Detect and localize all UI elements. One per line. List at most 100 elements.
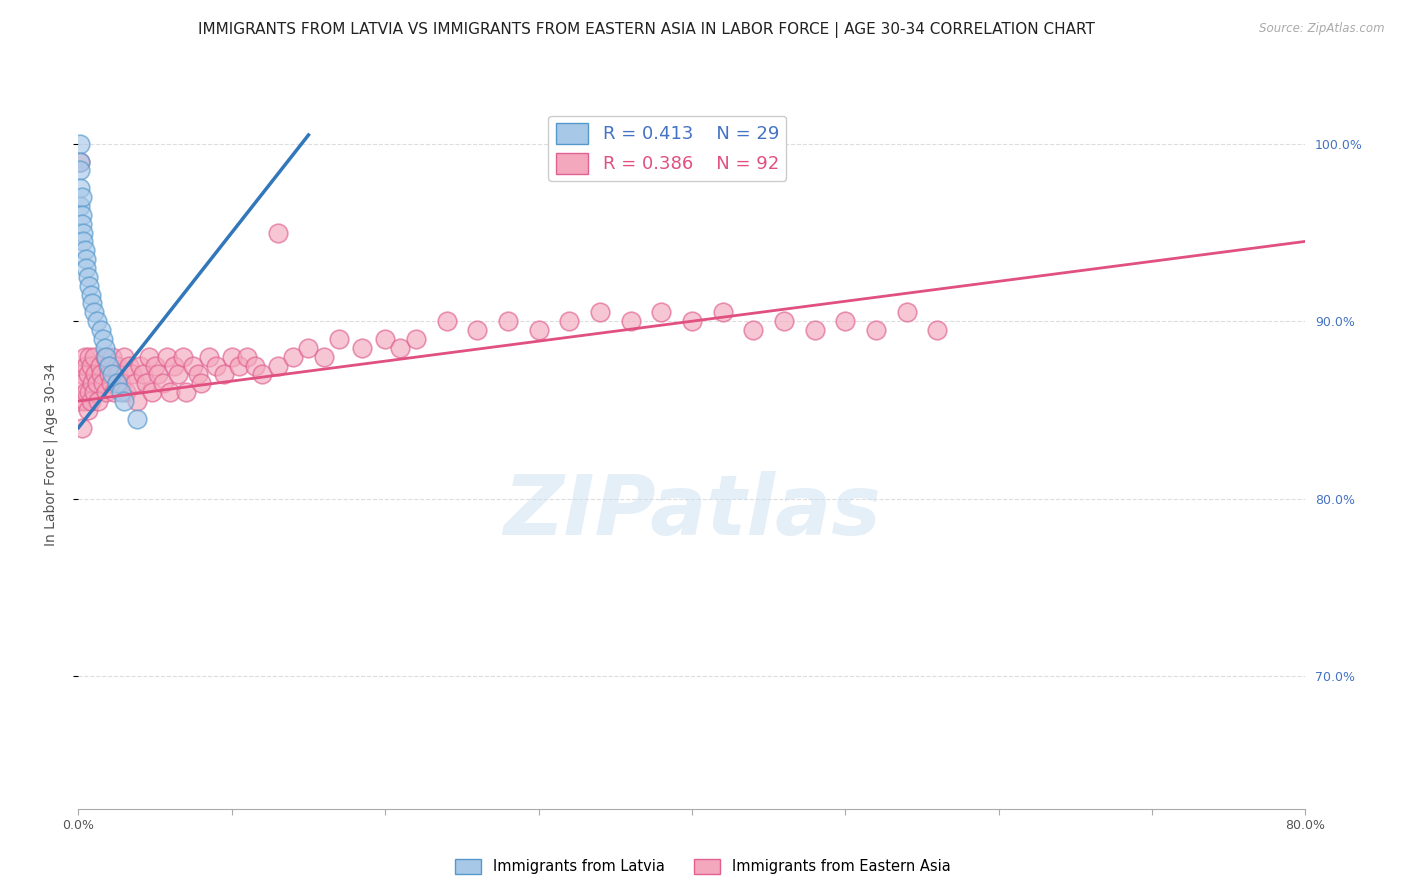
Point — [297, 341, 319, 355]
Point — [236, 350, 259, 364]
Point — [76, 269, 98, 284]
Point — [174, 385, 197, 400]
Point — [328, 332, 350, 346]
Point — [86, 376, 108, 391]
Point — [267, 359, 290, 373]
Point — [198, 350, 221, 364]
Point — [243, 359, 266, 373]
Point — [98, 359, 121, 373]
Point — [84, 368, 107, 382]
Point — [352, 341, 374, 355]
Point — [205, 359, 228, 373]
Point — [83, 385, 105, 400]
Point — [742, 323, 765, 337]
Legend: Immigrants from Latvia, Immigrants from Eastern Asia: Immigrants from Latvia, Immigrants from … — [450, 853, 956, 880]
Point — [135, 376, 157, 391]
Point — [69, 154, 91, 169]
Point — [69, 163, 91, 178]
Point — [711, 305, 734, 319]
Point — [97, 359, 120, 373]
Point — [93, 341, 115, 355]
Point — [896, 305, 918, 319]
Point — [77, 350, 100, 364]
Point — [75, 385, 97, 400]
Point — [69, 199, 91, 213]
Point — [77, 385, 100, 400]
Point — [72, 376, 94, 391]
Point — [70, 190, 93, 204]
Text: ZIPatlas: ZIPatlas — [503, 470, 880, 551]
Point — [76, 403, 98, 417]
Point — [90, 368, 112, 382]
Point — [83, 350, 105, 364]
Point — [252, 368, 274, 382]
Point — [72, 226, 94, 240]
Point — [73, 244, 96, 258]
Point — [187, 368, 209, 382]
Point — [124, 376, 146, 391]
Point — [389, 341, 412, 355]
Point — [228, 359, 250, 373]
Legend: R = 0.413    N = 29, R = 0.386    N = 92: R = 0.413 N = 29, R = 0.386 N = 92 — [548, 116, 786, 181]
Point — [374, 332, 396, 346]
Point — [105, 376, 128, 391]
Point — [405, 332, 427, 346]
Point — [101, 368, 124, 382]
Point — [70, 368, 93, 382]
Point — [94, 350, 117, 364]
Point — [75, 252, 97, 267]
Point — [70, 420, 93, 434]
Point — [72, 235, 94, 249]
Point — [115, 385, 138, 400]
Point — [114, 350, 136, 364]
Point — [121, 368, 143, 382]
Point — [89, 359, 111, 373]
Point — [465, 323, 488, 337]
Point — [803, 323, 825, 337]
Point — [75, 359, 97, 373]
Point — [69, 154, 91, 169]
Point — [107, 368, 129, 382]
Point — [101, 350, 124, 364]
Point — [118, 359, 141, 373]
Point — [114, 394, 136, 409]
Text: IMMIGRANTS FROM LATVIA VS IMMIGRANTS FROM EASTERN ASIA IN LABOR FORCE | AGE 30-3: IMMIGRANTS FROM LATVIA VS IMMIGRANTS FRO… — [198, 22, 1095, 38]
Point — [69, 394, 91, 409]
Point — [190, 376, 212, 391]
Point — [105, 359, 128, 373]
Point — [619, 314, 641, 328]
Point — [212, 368, 235, 382]
Point — [172, 350, 194, 364]
Point — [650, 305, 672, 319]
Point — [75, 260, 97, 275]
Point — [267, 226, 290, 240]
Point — [589, 305, 612, 319]
Point — [152, 376, 174, 391]
Point — [927, 323, 949, 337]
Point — [162, 359, 184, 373]
Point — [159, 385, 181, 400]
Point — [558, 314, 581, 328]
Point — [90, 323, 112, 337]
Point — [125, 394, 148, 409]
Point — [834, 314, 856, 328]
Point — [93, 350, 115, 364]
Point — [70, 208, 93, 222]
Point — [167, 368, 190, 382]
Point — [156, 350, 179, 364]
Point — [865, 323, 887, 337]
Point — [69, 181, 91, 195]
Point — [681, 314, 703, 328]
Y-axis label: In Labor Force | Age 30-34: In Labor Force | Age 30-34 — [44, 363, 58, 546]
Point — [110, 385, 132, 400]
Point — [773, 314, 796, 328]
Point — [436, 314, 458, 328]
Point — [100, 376, 122, 391]
Point — [312, 350, 335, 364]
Point — [148, 368, 170, 382]
Point — [110, 376, 132, 391]
Point — [70, 217, 93, 231]
Point — [125, 411, 148, 425]
Point — [83, 305, 105, 319]
Point — [91, 376, 114, 391]
